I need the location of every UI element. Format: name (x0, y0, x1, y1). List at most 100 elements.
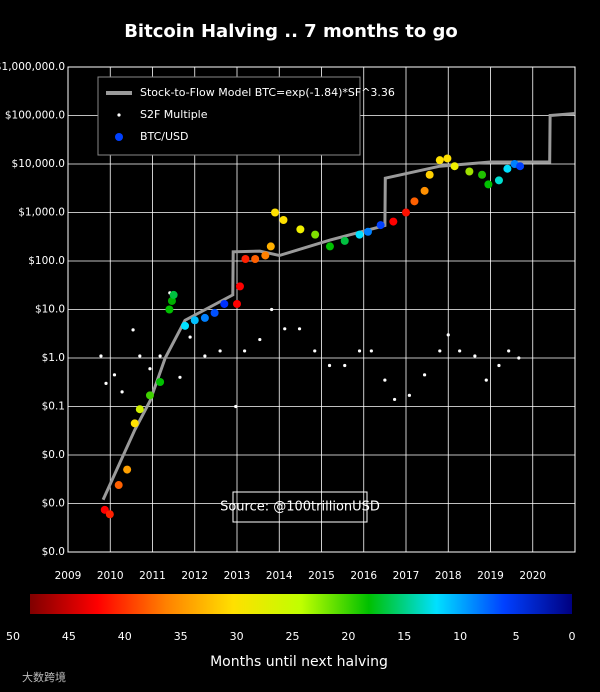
data-point (313, 349, 317, 353)
data-point (458, 349, 462, 353)
data-point (410, 197, 419, 206)
y-tick-label: $0.0 (42, 449, 65, 461)
y-tick-label: $1,000,000.0 (0, 61, 65, 73)
y-tick-label: $0.0 (42, 546, 65, 558)
data-point (218, 349, 222, 353)
data-point (357, 349, 362, 353)
data-point (114, 481, 123, 490)
data-point (435, 156, 444, 165)
chart-title: Bitcoin Halving .. 7 months to go (124, 21, 458, 42)
legend-label: S2F Multiple (140, 108, 208, 121)
colorbar-tick-label: 25 (286, 630, 300, 643)
data-point (443, 154, 452, 163)
data-point (243, 349, 247, 353)
x-tick-label: 2017 (393, 570, 420, 582)
data-point (148, 367, 152, 371)
data-point (503, 164, 512, 173)
data-point (251, 254, 260, 263)
y-tick-label: $10.0 (35, 304, 65, 316)
data-point (120, 390, 124, 394)
data-point (484, 180, 493, 189)
data-point (516, 162, 525, 171)
x-tick-label: 2014 (266, 570, 293, 582)
data-point (112, 373, 117, 377)
x-tick-label: 2019 (477, 570, 504, 582)
data-point (220, 299, 229, 308)
data-point (123, 465, 132, 474)
data-point (296, 225, 305, 234)
data-point (266, 242, 275, 251)
data-point (446, 333, 450, 337)
data-point (181, 321, 190, 330)
data-point (438, 349, 442, 353)
data-point (156, 378, 165, 387)
data-point (145, 391, 154, 400)
data-point (369, 349, 373, 353)
x-tick-label: 2012 (181, 570, 208, 582)
data-point (105, 510, 114, 519)
data-point (297, 327, 302, 331)
data-point (279, 216, 288, 225)
data-point (407, 393, 411, 397)
x-tick-label: 2020 (519, 570, 546, 582)
y-tick-label: $1.0 (42, 352, 65, 364)
data-point (178, 375, 182, 379)
data-point (363, 227, 372, 236)
data-point (420, 186, 429, 195)
data-point (343, 363, 347, 368)
data-point (383, 378, 387, 382)
colorbar-tick-label: 5 (513, 630, 520, 643)
x-tick-label: 2018 (435, 570, 462, 582)
data-point (271, 208, 280, 217)
colorbar-tick-label: 35 (174, 630, 188, 643)
y-tick-label: $0.0 (42, 498, 65, 510)
data-point (327, 363, 332, 368)
data-point (188, 335, 192, 339)
legend-swatch (115, 133, 123, 141)
data-point (270, 307, 274, 312)
data-point (465, 167, 474, 176)
x-tick-label: 2010 (97, 570, 124, 582)
y-tick-label: $0.1 (42, 401, 65, 413)
legend-box (97, 76, 361, 156)
legend-label: Stock-to-Flow Model BTC=exp(-1.84)*SF^3.… (140, 86, 395, 99)
data-point (131, 328, 135, 332)
x-tick-label: 2011 (139, 570, 166, 582)
data-point (167, 296, 176, 305)
data-point (99, 354, 103, 358)
colorbar-tick-label: 50 (6, 630, 20, 643)
data-point (190, 316, 199, 325)
data-point (165, 305, 174, 314)
data-point (425, 170, 434, 179)
colorbar-tick-label: 30 (230, 630, 244, 643)
data-point (158, 354, 162, 358)
y-tick-label: $10,000.0 (12, 158, 65, 170)
data-point (138, 354, 142, 358)
x-tick-label: 2013 (224, 570, 251, 582)
data-point (450, 162, 459, 171)
annotation: Source: @100trillionUSD (220, 500, 380, 515)
colorbar-tick-label: 15 (397, 630, 411, 643)
colorbar-tick-label: 10 (453, 630, 467, 643)
annotation-box (232, 491, 368, 523)
colorbar-tick-label: 45 (62, 630, 76, 643)
colorbar-tick-label: 40 (118, 630, 132, 643)
y-tick-label: $100.0 (28, 255, 65, 267)
data-point (130, 419, 139, 428)
data-point (355, 230, 364, 239)
x-tick-label: 2009 (55, 570, 82, 582)
colorbar-tick-label: 20 (341, 630, 355, 643)
legend-swatch (117, 113, 121, 117)
data-point (478, 170, 487, 179)
data-point (517, 356, 521, 360)
colorbar (30, 594, 572, 614)
data-point (497, 363, 501, 368)
watermark: 大数跨境 (22, 670, 66, 684)
data-point (311, 230, 320, 239)
y-tick-label: $1,000.0 (18, 207, 65, 219)
data-point (261, 251, 270, 260)
data-point (389, 217, 398, 226)
data-point (241, 254, 250, 263)
data-point (473, 354, 477, 358)
